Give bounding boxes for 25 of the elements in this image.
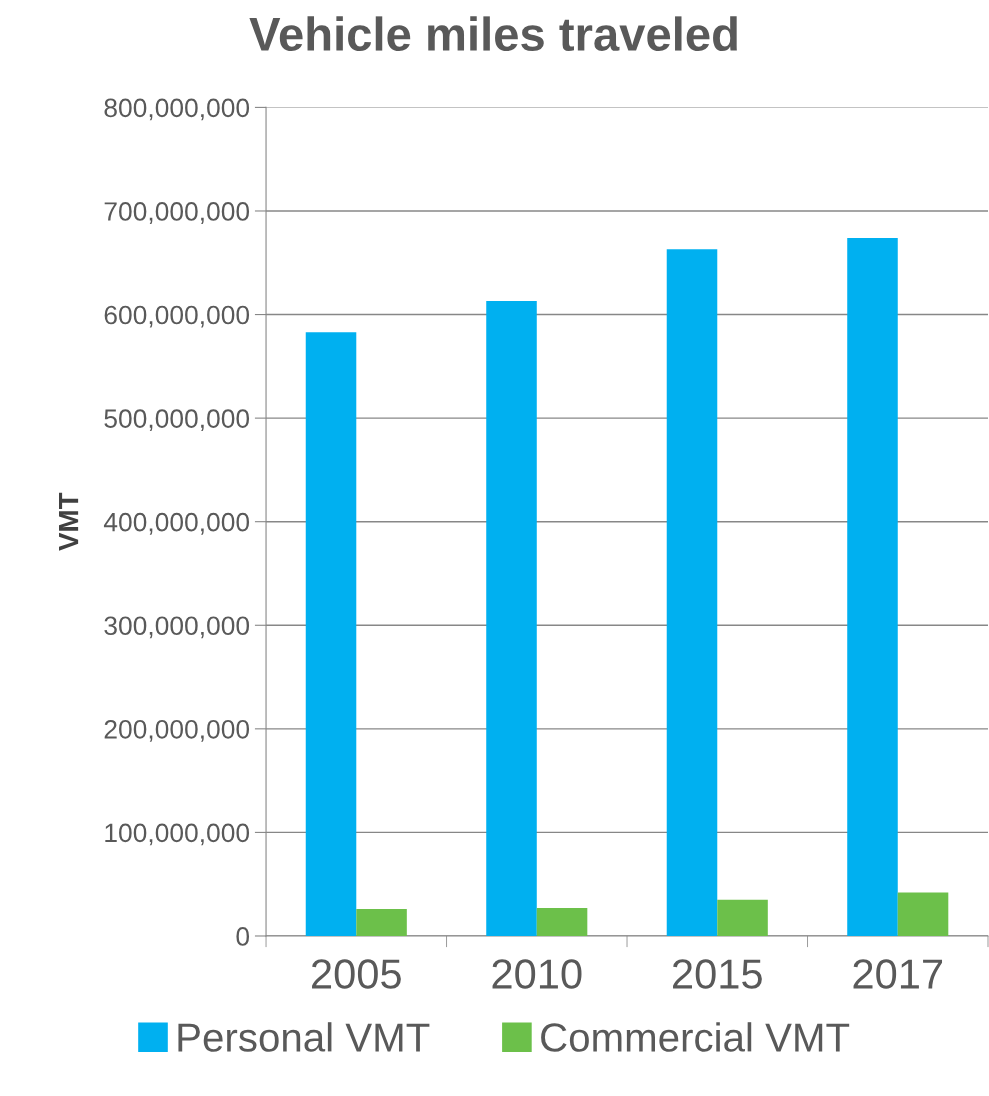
y-tick-label: 500,000,000 (104, 409, 250, 432)
y-tick-label: 600,000,000 (104, 305, 250, 328)
legend-label: Commercial VMT (541, 1022, 850, 1052)
bar (356, 909, 407, 936)
y-tick-label: 0 (236, 927, 250, 946)
y-tick-label: 400,000,000 (103, 512, 250, 535)
x-tick-label: 2017 (853, 959, 943, 989)
bar (305, 332, 357, 936)
x-tick-label: 2005 (312, 959, 401, 989)
bar (486, 301, 537, 936)
bar (847, 237, 898, 936)
bar (897, 892, 949, 936)
legend-label: Personal VMT (178, 1022, 430, 1052)
bar (536, 908, 588, 936)
y-axis-title: VMT (59, 492, 79, 551)
bar (717, 899, 768, 936)
y-tick-label: 300,000,000 (104, 616, 250, 639)
chart-title: Vehicle miles traveled (249, 16, 737, 52)
x-tick-label: 2010 (492, 959, 582, 989)
y-tick-label: 200,000,000 (104, 719, 250, 742)
x-tick-label: 2015 (673, 959, 762, 989)
y-tick-label: 100,000,000 (105, 823, 250, 846)
bar (666, 249, 718, 936)
y-tick-label: 800,000,000 (104, 98, 250, 121)
y-tick-label: 700,000,000 (104, 202, 250, 224)
